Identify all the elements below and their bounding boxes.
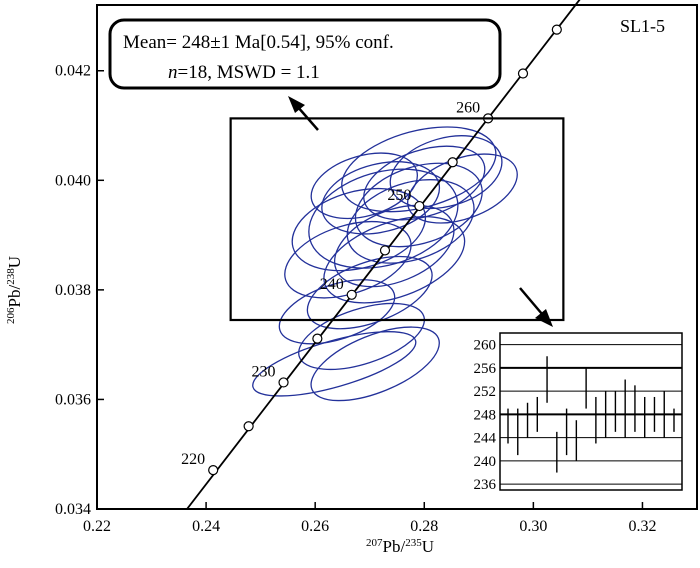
inset-tick-label-260: 260 bbox=[474, 338, 497, 354]
x-tick-label-6: 0.32 bbox=[628, 518, 656, 535]
inset-tick-label-240: 240 bbox=[474, 454, 497, 470]
inset-tick-label-244: 244 bbox=[474, 431, 497, 447]
error-ellipse-4 bbox=[278, 279, 396, 345]
inset-error-bars bbox=[507, 356, 675, 473]
age-point-11 bbox=[551, 24, 562, 35]
age-label-220: 220 bbox=[181, 451, 205, 468]
age-label-230: 230 bbox=[252, 363, 276, 380]
result-line-1: Mean= 248±1 Ma[0.54], 95% conf. bbox=[123, 32, 394, 53]
error-ellipse-17 bbox=[407, 153, 518, 224]
y-tick-label-1: 0.034 bbox=[55, 501, 91, 518]
error-ellipse-18 bbox=[310, 152, 419, 220]
x-tick-label-3: 0.26 bbox=[301, 518, 329, 535]
inset-tick-label-236: 236 bbox=[474, 477, 497, 493]
y-tick-label-5: 0.042 bbox=[55, 63, 91, 80]
age-point-8 bbox=[447, 157, 458, 168]
error-ellipse-8 bbox=[291, 187, 427, 272]
inset-frame bbox=[499, 332, 683, 491]
result-line-2: n=18, MSWD = 1.1 bbox=[168, 62, 320, 83]
age-point-5 bbox=[346, 289, 357, 300]
age-point-2 bbox=[243, 421, 254, 432]
y-tick-label-2: 0.036 bbox=[55, 391, 91, 408]
age-point-10 bbox=[517, 68, 529, 79]
x-axis-ticks: 0.22 0.24 0.26 0.28 0.30 0.32 bbox=[83, 502, 656, 535]
x-tick-label-5: 0.30 bbox=[519, 518, 547, 535]
age-point-4 bbox=[312, 333, 323, 344]
result-box-frame bbox=[108, 18, 502, 90]
age-point-1 bbox=[208, 465, 219, 476]
error-ellipse-10 bbox=[308, 168, 459, 269]
arrow-lower-right bbox=[519, 287, 553, 327]
inset-chart: 236 240 244 248 252 256 260 bbox=[474, 332, 683, 493]
result-box: Mean= 248±1 Ma[0.54], 95% conf. n=18, MS… bbox=[108, 18, 502, 90]
zoom-box bbox=[229, 117, 565, 322]
age-point-7 bbox=[414, 200, 425, 212]
x-tick-label-2: 0.24 bbox=[192, 518, 220, 535]
x-axis-label: 207Pb/235U bbox=[366, 537, 434, 556]
error-ellipse-15 bbox=[341, 126, 497, 213]
error-ellipses bbox=[252, 126, 518, 402]
concordia-age-points: 220 230 240 250 260 bbox=[181, 24, 562, 476]
result-n-symbol: n bbox=[168, 62, 178, 83]
y-axis-label: 206Pb/238U bbox=[5, 256, 24, 324]
age-label-240: 240 bbox=[320, 276, 344, 293]
y-tick-label-4: 0.040 bbox=[55, 172, 91, 189]
error-ellipse-3 bbox=[298, 302, 426, 371]
age-label-250: 250 bbox=[387, 187, 411, 204]
y-tick-label-3: 0.038 bbox=[55, 282, 91, 299]
age-point-6 bbox=[379, 245, 391, 256]
y-axis-ticks: 0.034 0.036 0.038 0.040 0.042 bbox=[55, 63, 104, 518]
inset-gridlines: 236 240 244 248 252 256 260 bbox=[474, 338, 682, 493]
error-ellipse-2 bbox=[310, 326, 440, 402]
error-ellipse-13 bbox=[363, 145, 486, 221]
y-axis-label-text: 206Pb/238U bbox=[5, 256, 24, 324]
inset-tick-label-248: 248 bbox=[474, 407, 497, 423]
inset-tick-label-256: 256 bbox=[474, 361, 497, 377]
x-tick-label-1: 0.22 bbox=[83, 518, 111, 535]
plot-frame bbox=[96, 4, 698, 510]
arrow-upper-left bbox=[288, 96, 319, 131]
error-ellipse-9 bbox=[346, 179, 475, 264]
result-n-value: =18, MSWD = 1.1 bbox=[178, 62, 320, 83]
error-ellipse-16 bbox=[323, 215, 466, 304]
inset-tick-label-252: 252 bbox=[474, 384, 497, 400]
error-ellipse-11 bbox=[354, 162, 483, 248]
age-label-260: 260 bbox=[456, 99, 480, 116]
x-axis-label-text: 207Pb/235U bbox=[366, 537, 434, 556]
age-point-3 bbox=[278, 377, 289, 388]
error-ellipse-6 bbox=[284, 220, 412, 299]
sample-label: SL1-5 bbox=[620, 16, 665, 36]
plot-area: 220 230 240 250 260 0.22 0.24 0.26 0.28 0.30 0.32… bbox=[55, 0, 698, 535]
x-tick-label-4: 0.28 bbox=[410, 518, 438, 535]
